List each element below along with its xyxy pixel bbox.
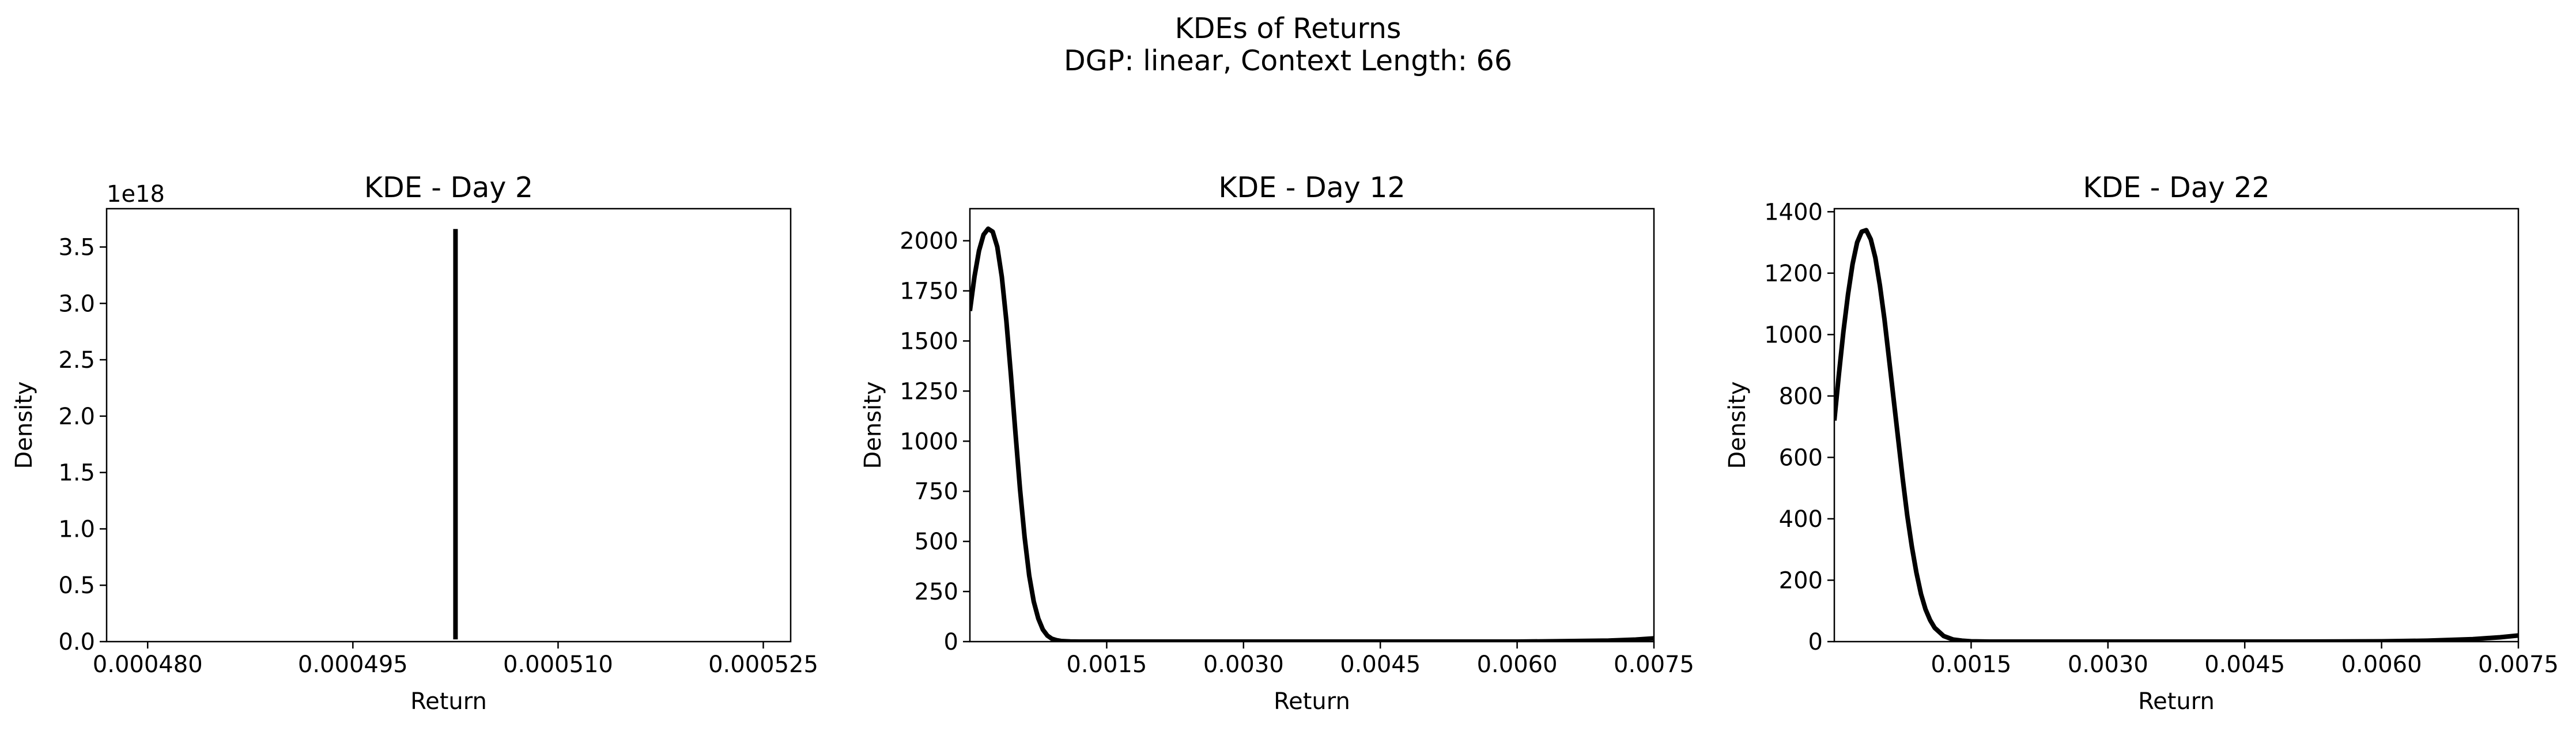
kde-density-line xyxy=(970,226,1654,642)
y-tick-label: 500 xyxy=(915,529,958,555)
y-tick-label: 0.0 xyxy=(58,629,95,655)
chart-title: KDE - Day 12 xyxy=(1218,171,1405,204)
y-tick-label: 1400 xyxy=(1764,199,1823,225)
y-tick-label: 0.5 xyxy=(58,572,95,599)
y-tick-label: 1.5 xyxy=(58,460,95,487)
chart-panel-1: KDE - Day 2 0.000480 0.000495 0.000510 0.000… xyxy=(11,171,818,715)
y-tick-label: 800 xyxy=(1779,383,1823,410)
chart-title: KDE - Day 2 xyxy=(364,171,533,204)
y-offset-label: 1e18 xyxy=(107,181,165,208)
x-tick-label: 0.0030 xyxy=(2068,651,2148,678)
y-tick-label: 200 xyxy=(1779,567,1823,594)
chart-panels: KDE - Day 20.000480 0.000495 0.000510 0.000… xyxy=(11,171,2559,715)
x-tick-label: 0.000480 xyxy=(93,651,203,678)
y-tick-label: 3.5 xyxy=(58,234,95,261)
y-axis-label: Density xyxy=(1724,381,1751,469)
y-tick-label: 400 xyxy=(1779,506,1823,533)
axes-frame xyxy=(1833,208,2520,643)
y-tick-label: 1200 xyxy=(1764,261,1823,287)
chart-title: KDE - Day 22 xyxy=(2083,171,2269,204)
x-tick-label: 0.0015 xyxy=(1066,651,1147,678)
figure-suptitle-line2: DGP: linear, Context Length: 66 xyxy=(1064,44,1512,77)
y-axis-label: Density xyxy=(11,381,37,469)
y-axis-label: Density xyxy=(860,381,886,469)
x-tick-label: 0.0015 xyxy=(1931,651,2011,678)
y-tick-label: 1500 xyxy=(900,328,958,355)
kde-density-line xyxy=(1834,228,2518,642)
x-axis-label: Return xyxy=(410,688,487,715)
y-tick-label: 750 xyxy=(915,478,958,505)
y-tick-label: 3.0 xyxy=(58,291,95,317)
x-tick-label: 0.0045 xyxy=(2204,651,2285,678)
x-axis-label: Return xyxy=(1274,688,1350,715)
y-tick-label: 1.0 xyxy=(58,516,95,542)
x-tick-label: 0.000525 xyxy=(708,651,818,678)
x-tick-label: 0.0030 xyxy=(1203,651,1284,678)
x-tick-label: 0.0060 xyxy=(2341,651,2422,678)
y-tick-label: 2.0 xyxy=(58,404,95,430)
axes-frame xyxy=(969,208,1655,643)
axes-frame xyxy=(105,208,792,643)
x-tick-label: 0.0045 xyxy=(1340,651,1421,678)
x-tick-label: 0.0075 xyxy=(2478,651,2559,678)
y-tick-label: 1000 xyxy=(900,428,958,455)
x-tick-label: 0.0075 xyxy=(1614,651,1694,678)
y-tick-label: 250 xyxy=(915,579,958,605)
y-tick-label: 1750 xyxy=(900,278,958,305)
chart-panel-2: KDE - Day 12 0.0015 0.0030 0.0045 0.0060 0.00… xyxy=(860,171,1694,715)
x-tick-label: 0.0060 xyxy=(1477,651,1558,678)
x-tick-label: 0.000495 xyxy=(298,651,408,678)
x-tick-label: 0.000510 xyxy=(503,651,613,678)
y-tick-label: 2000 xyxy=(900,228,958,255)
figure-suptitle-line1: KDEs of Returns xyxy=(1175,12,1402,45)
y-tick-label: 1000 xyxy=(1764,322,1823,348)
y-tick-label: 2.5 xyxy=(58,347,95,374)
y-tick-label: 600 xyxy=(1779,444,1823,471)
y-tick-label: 0 xyxy=(944,629,958,655)
x-axis-label: Return xyxy=(2138,688,2215,715)
chart-panel-3: KDE - Day 22 0.0015 0.0030 0.0045 0.0060 0.00… xyxy=(1724,171,2559,715)
y-tick-label: 0 xyxy=(1808,629,1823,655)
y-tick-label: 1250 xyxy=(900,378,958,405)
